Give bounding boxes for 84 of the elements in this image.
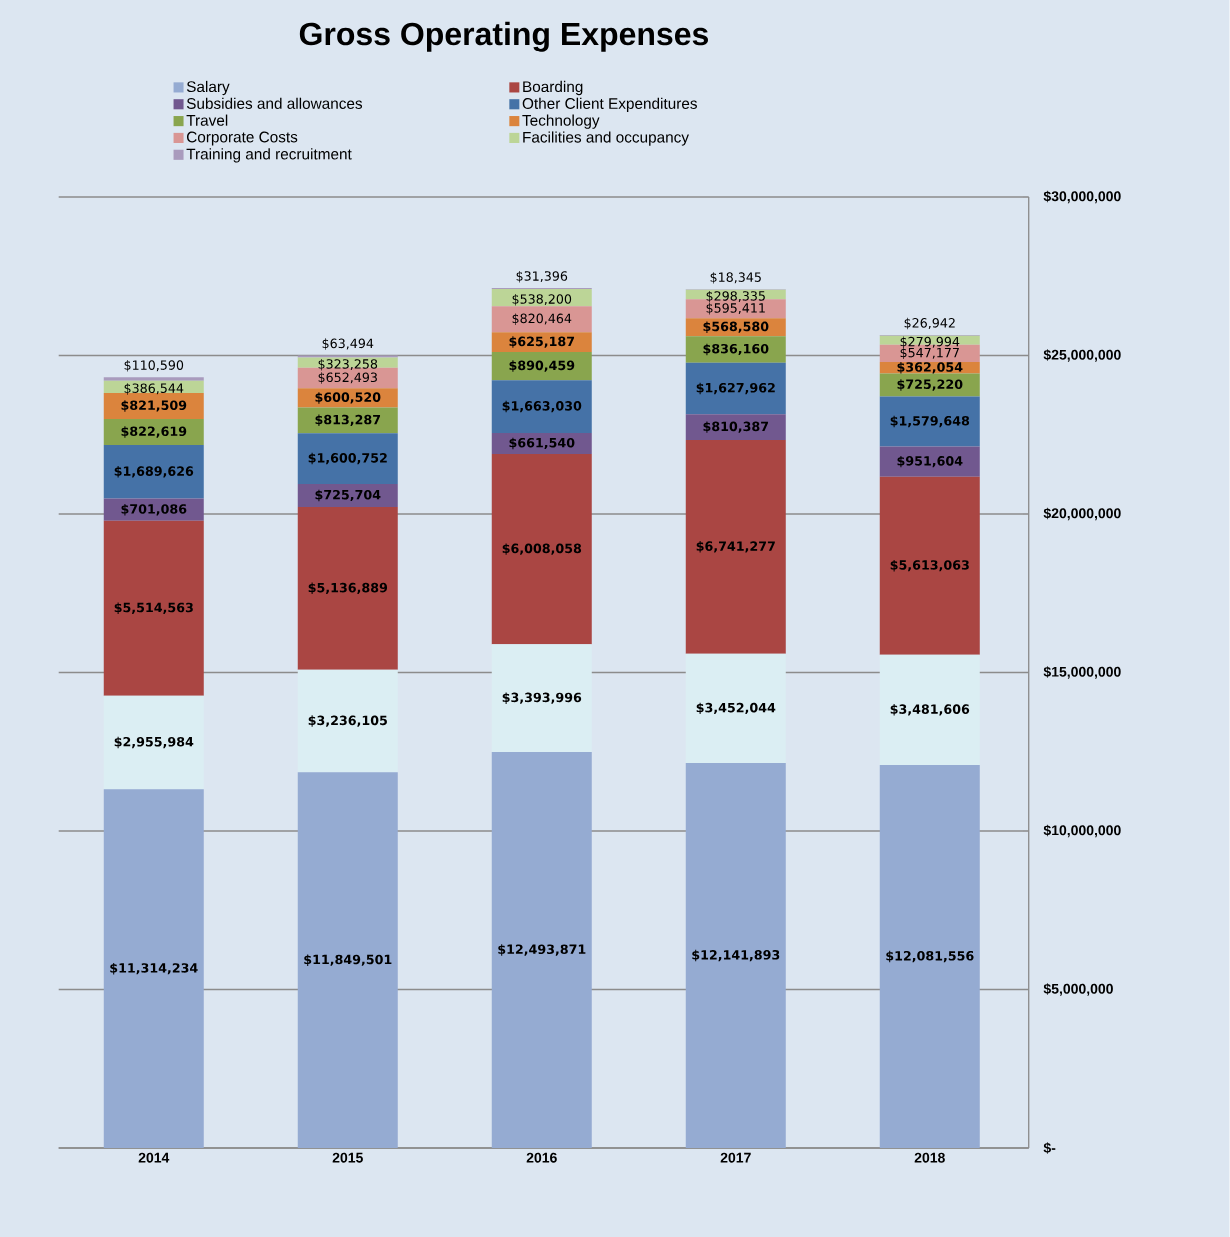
data-label: $5,514,563: [114, 602, 193, 614]
y-tick-label: $25,000,000: [1043, 349, 1121, 362]
data-label: $538,200: [512, 294, 572, 306]
data-label: $661,540: [509, 437, 575, 450]
legend-label: Boarding: [523, 80, 583, 96]
bar: [491, 306, 592, 333]
y-tick-label: $10,000,000: [1043, 824, 1121, 838]
data-label: $821,509: [121, 400, 187, 412]
legend-label: Facilities and occupancy: [523, 131, 690, 146]
data-label: $568,580: [703, 321, 769, 333]
bar: [879, 396, 980, 447]
data-label: $12,141,893: [692, 949, 780, 962]
data-label: $820,464: [512, 313, 572, 325]
legend-label: Technology: [522, 114, 600, 129]
data-label: $6,741,277: [696, 541, 775, 553]
data-label: $725,220: [897, 379, 963, 391]
data-label: $1,579,648: [890, 415, 970, 428]
data-label: $3,236,105: [308, 715, 388, 727]
data-label: $810,387: [703, 421, 769, 433]
bar: [879, 446, 980, 477]
data-label: $600,520: [315, 392, 381, 404]
data-label: $323,258: [318, 358, 378, 371]
x-tick-label: 2014: [138, 1152, 170, 1163]
y-tick-label: $5,000,000: [1043, 983, 1114, 996]
data-label: $11,849,501: [304, 954, 392, 966]
data-label: $1,600,752: [308, 452, 387, 465]
bar: [685, 362, 786, 415]
data-label: $547,177: [900, 347, 960, 360]
data-label: $1,663,030: [502, 400, 582, 413]
bar: [103, 445, 204, 499]
data-label: $725,704: [315, 489, 381, 502]
data-label: $31,396: [516, 271, 568, 283]
data-label: $1,627,962: [696, 382, 775, 395]
data-label: $26,942: [904, 317, 955, 330]
x-tick-label: 2018: [914, 1152, 946, 1163]
data-label: $890,459: [509, 360, 575, 372]
data-label: $813,287: [315, 414, 381, 427]
bar: [103, 377, 204, 381]
legend-label: Corporate Costs: [187, 131, 298, 146]
data-label: $18,345: [710, 272, 761, 284]
data-label: $1,689,626: [114, 466, 194, 478]
data-label: $110,590: [124, 360, 184, 372]
data-label: $5,613,063: [890, 559, 969, 572]
bar: [297, 407, 398, 434]
y-tick-label: $15,000,000: [1043, 666, 1121, 679]
bar: [297, 355, 398, 358]
data-label: $6,008,058: [502, 543, 582, 555]
data-label: $279,994: [900, 336, 960, 349]
y-tick-label: $-: [1043, 1142, 1056, 1154]
data-label: $822,619: [121, 426, 187, 438]
data-label: $625,187: [509, 336, 575, 348]
data-label: $2,955,984: [114, 736, 194, 749]
x-tick-label: 2015: [332, 1152, 364, 1163]
data-label: $701,086: [121, 503, 187, 516]
data-label: $386,544: [124, 383, 184, 395]
data-label: $652,493: [318, 372, 378, 384]
bar: [685, 414, 786, 440]
data-label: $836,160: [703, 343, 769, 356]
data-label: $362,054: [897, 362, 963, 374]
legend-label: Travel: [186, 114, 228, 126]
data-label: $595,411: [706, 302, 765, 315]
bar: [491, 289, 592, 307]
legend-label: Training and recruitment: [186, 148, 352, 163]
y-tick-label: $30,000,000: [1043, 190, 1121, 204]
data-label: $63,494: [322, 338, 374, 350]
data-label: $3,393,996: [502, 692, 582, 704]
data-label: $12,081,556: [886, 950, 974, 963]
data-label: $3,452,044: [696, 702, 776, 715]
legend-label: Subsidies and allowances: [187, 97, 363, 109]
data-label: $3,481,606: [890, 704, 970, 716]
data-label: $5,136,889: [308, 582, 388, 595]
chart-title: Gross Operating Expenses: [299, 21, 709, 52]
data-label: $11,314,234: [110, 962, 198, 975]
data-label: $298,335: [706, 290, 766, 303]
bar: [491, 380, 592, 433]
data-label: $12,493,871: [498, 944, 586, 956]
x-tick-label: 2016: [526, 1152, 557, 1163]
y-tick-label: $20,000,000: [1043, 507, 1121, 521]
legend-label: Other Client Expenditures: [522, 97, 698, 112]
bar: [685, 336, 786, 363]
x-tick-label: 2017: [720, 1152, 751, 1163]
legend-label: Salary: [187, 80, 230, 96]
data-label: $951,604: [897, 455, 963, 468]
bar: [297, 433, 398, 484]
